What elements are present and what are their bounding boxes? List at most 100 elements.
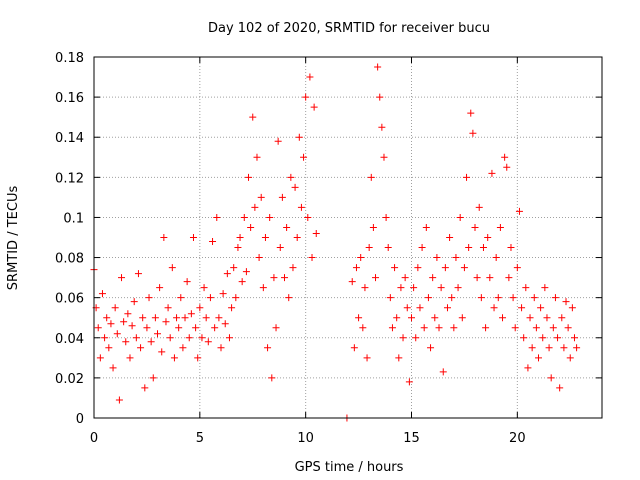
data-point: [551, 294, 559, 302]
data-point: [454, 284, 462, 292]
data-point: [414, 264, 422, 272]
data-point: [560, 344, 568, 352]
data-point: [154, 330, 161, 338]
grid: [94, 57, 602, 418]
data-point: [234, 244, 242, 252]
data-point: [501, 153, 509, 161]
data-point: [355, 314, 363, 322]
x-tick-label: 10: [297, 431, 314, 446]
data-point: [300, 153, 308, 161]
data-point: [268, 374, 276, 382]
x-tick-label: 0: [90, 431, 98, 446]
data-point: [221, 320, 229, 328]
data-point: [448, 294, 456, 302]
data-point: [185, 334, 193, 342]
data-point: [115, 396, 123, 404]
data-point: [179, 344, 187, 352]
data-point: [372, 274, 380, 282]
data-point: [166, 334, 174, 342]
data-point: [202, 314, 210, 322]
data-point: [443, 304, 451, 312]
data-point: [418, 244, 426, 252]
data-point: [215, 314, 223, 322]
data-point: [475, 203, 483, 211]
data-point: [564, 324, 572, 332]
data-point: [350, 344, 358, 352]
data-point: [473, 274, 481, 282]
data-point: [352, 264, 360, 272]
data-point: [556, 384, 564, 392]
data-point: [367, 173, 375, 181]
data-point: [98, 290, 106, 298]
data-point: [200, 284, 208, 292]
data-point: [391, 264, 399, 272]
data-point: [304, 213, 312, 221]
data-point: [177, 294, 185, 302]
data-point: [539, 334, 547, 342]
x-axis-label: GPS time / hours: [295, 460, 404, 475]
data-point: [145, 294, 153, 302]
data-point: [547, 374, 555, 382]
data-point: [403, 304, 411, 312]
data-point: [543, 314, 551, 322]
data-point: [281, 274, 288, 282]
data-point: [204, 338, 212, 346]
data-point: [429, 274, 437, 282]
data-point: [141, 384, 149, 392]
data-point: [479, 244, 487, 252]
data-point: [230, 264, 238, 272]
data-point: [401, 274, 409, 282]
data-point: [471, 223, 479, 231]
data-point: [170, 354, 178, 362]
data-point: [276, 244, 284, 252]
data-point: [494, 294, 502, 302]
data-point: [532, 324, 540, 332]
data-point: [388, 324, 396, 332]
data-point: [382, 213, 390, 221]
data-point: [566, 354, 574, 362]
data-point: [293, 234, 301, 241]
y-tick-label: 0.18: [55, 51, 84, 66]
data-point: [105, 344, 113, 352]
data-point: [168, 264, 176, 272]
y-tick-label: 0.16: [55, 91, 84, 106]
data-point: [162, 318, 170, 326]
data-point: [287, 173, 295, 181]
y-tick-label: 0.14: [55, 131, 84, 146]
y-tick-label: 0.1: [63, 211, 84, 226]
data-point: [278, 193, 286, 201]
data-point: [463, 173, 471, 181]
data-point: [450, 324, 458, 332]
data-point: [511, 324, 519, 332]
data-point: [164, 304, 172, 312]
data-point: [535, 354, 542, 362]
data-point: [424, 294, 432, 302]
data-point: [410, 284, 418, 292]
data-point: [412, 334, 420, 342]
data-point: [518, 304, 526, 312]
data-point: [541, 284, 549, 292]
data-point: [238, 278, 246, 286]
data-point: [285, 294, 293, 302]
data-point: [486, 274, 494, 282]
data-point: [460, 264, 468, 272]
x-tick-label: 5: [196, 431, 204, 446]
data-point: [437, 284, 445, 292]
data-point: [158, 348, 166, 356]
data-point: [312, 229, 320, 237]
data-point: [530, 294, 538, 302]
data-point: [433, 254, 441, 262]
data-point: [520, 334, 528, 342]
data-point: [522, 284, 530, 292]
data-point: [257, 193, 265, 201]
data-point: [374, 63, 382, 71]
data-point: [253, 153, 261, 161]
data-point: [147, 338, 155, 346]
data-point: [139, 314, 147, 322]
data-point: [196, 304, 204, 312]
data-point: [94, 324, 102, 332]
data-point: [143, 324, 151, 332]
data-point: [395, 354, 403, 362]
data-point: [369, 223, 377, 231]
data-point: [109, 364, 117, 372]
